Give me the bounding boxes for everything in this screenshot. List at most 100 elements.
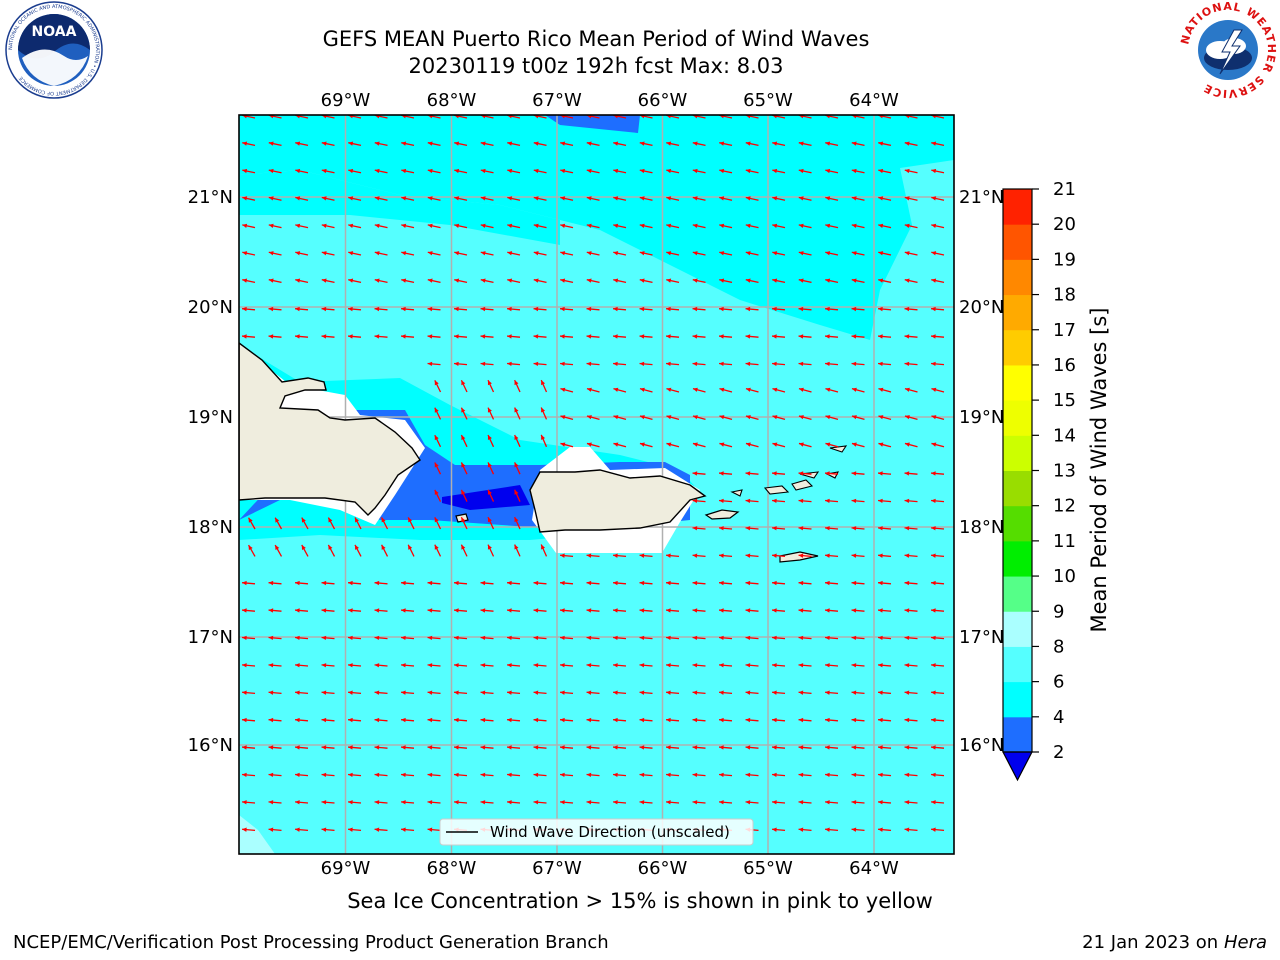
wave-direction-arrow xyxy=(295,223,309,229)
wave-direction-arrow xyxy=(666,387,680,393)
wave-direction-arrow xyxy=(294,717,309,723)
wave-direction-arrow xyxy=(771,800,786,805)
colorbar: 2 4 6 8 9 10 11 12 13 14 15 16 17 18 19 20 21 xyxy=(1002,179,1076,782)
lon-tick-label-bottom: 66°W xyxy=(638,858,688,879)
wave-direction-arrow xyxy=(454,141,468,147)
wave-direction-arrow xyxy=(904,608,918,613)
wave-direction-arrow xyxy=(877,717,892,723)
noaa-logo-text: NOAA xyxy=(32,24,77,40)
wave-direction-arrow xyxy=(825,387,839,393)
footer-machine: Hera xyxy=(1223,932,1267,953)
wave-direction-arrow xyxy=(851,278,865,284)
wave-direction-arrow xyxy=(480,168,494,174)
wave-direction-arrow xyxy=(771,663,786,668)
wave-direction-arrow xyxy=(321,251,335,256)
wave-direction-arrow xyxy=(400,800,415,805)
wave-direction-arrow xyxy=(241,690,256,695)
wave-direction-arrow xyxy=(692,745,706,750)
wave-direction-arrow xyxy=(268,772,282,778)
wave-direction-arrow xyxy=(878,278,892,284)
wave-direction-arrow xyxy=(560,223,574,229)
wave-direction-arrow xyxy=(930,526,945,531)
wave-direction-arrow xyxy=(613,141,627,147)
wave-direction-arrow xyxy=(242,196,256,201)
wave-direction-arrow xyxy=(294,690,309,695)
wave-direction-arrow xyxy=(692,717,706,723)
wave-direction-arrow xyxy=(401,141,415,147)
wave-direction-arrow xyxy=(798,772,812,778)
wave-direction-arrow xyxy=(559,361,574,367)
wave-direction-arrow xyxy=(540,379,548,393)
wave-direction-arrow xyxy=(427,608,441,613)
wave-direction-arrow xyxy=(666,278,680,284)
wave-direction-arrow xyxy=(321,663,335,668)
wave-direction-arrow xyxy=(241,334,256,339)
wave-direction-arrow xyxy=(878,387,892,393)
wave-direction-arrow xyxy=(771,690,786,695)
wave-direction-arrow xyxy=(612,800,627,805)
wave-direction-arrow xyxy=(639,141,653,147)
wave-direction-arrow xyxy=(427,251,441,256)
wave-direction-arrow xyxy=(825,196,839,201)
ocean-region-top-patch xyxy=(545,115,640,133)
wave-direction-arrow xyxy=(321,168,335,174)
wave-direction-arrow xyxy=(772,168,786,174)
wave-direction-arrow xyxy=(241,772,256,778)
lat-tick-label-right: 20°N xyxy=(959,297,1004,318)
wave-direction-arrow xyxy=(348,141,362,147)
wave-direction-arrow xyxy=(771,772,786,778)
wave-direction-arrow xyxy=(533,334,547,339)
wave-direction-arrow xyxy=(825,251,839,256)
wave-direction-arrow xyxy=(692,442,706,448)
wave-direction-arrow xyxy=(904,361,918,367)
wave-direction-arrow xyxy=(374,827,388,832)
wave-direction-arrow xyxy=(692,415,706,421)
wave-direction-arrow xyxy=(745,168,759,174)
wave-direction-arrow xyxy=(507,278,521,284)
wave-direction-arrow xyxy=(771,608,786,613)
tortola-island xyxy=(791,479,814,491)
wave-direction-arrow xyxy=(692,498,706,504)
wave-direction-arrow xyxy=(274,544,283,557)
wave-direction-arrow xyxy=(514,544,521,557)
wave-direction-arrow xyxy=(559,663,574,668)
wave-direction-arrow xyxy=(930,306,945,312)
footer-date-text: 21 Jan 2023 on xyxy=(1082,932,1224,953)
map-subtitle: 20230119 t00z 192h fcst Max: 8.03 xyxy=(408,54,784,78)
wave-direction-arrow xyxy=(877,800,892,805)
colorbar-swatch xyxy=(1003,435,1032,471)
wave-direction-arrow xyxy=(718,717,733,723)
colorbar-tick-label: 8 xyxy=(1053,636,1064,657)
wave-direction-arrow xyxy=(242,141,256,147)
wave-direction-arrow xyxy=(400,717,415,723)
wave-direction-arrow xyxy=(745,717,759,723)
wave-direction-arrow xyxy=(586,553,600,558)
wave-direction-arrow xyxy=(612,580,627,586)
wave-direction-arrow xyxy=(453,580,468,586)
wave-direction-arrow xyxy=(347,663,362,668)
st-thomas-island xyxy=(763,485,790,495)
wave-direction-arrow xyxy=(294,306,309,312)
wave-direction-arrow xyxy=(612,608,627,613)
lat-tick-label-right: 19°N xyxy=(959,407,1004,428)
wave-direction-arrow xyxy=(745,278,759,284)
wave-direction-arrow xyxy=(434,434,442,448)
wave-direction-arrow xyxy=(745,800,759,805)
wave-direction-arrow xyxy=(745,196,759,201)
wave-direction-arrow xyxy=(301,544,309,557)
colorbar-label: Mean Period of Wind Waves [s] xyxy=(1087,308,1111,633)
wave-direction-arrow xyxy=(241,717,256,723)
wave-direction-arrow xyxy=(506,772,521,778)
wave-direction-arrow xyxy=(745,415,759,421)
wave-direction-arrow xyxy=(745,526,759,531)
wave-direction-arrow xyxy=(348,278,362,284)
wave-direction-arrow xyxy=(559,635,574,641)
wave-direction-arrow xyxy=(453,690,468,695)
wave-direction-arrow xyxy=(904,717,918,723)
wave-direction-arrow xyxy=(904,580,918,586)
wave-direction-arrow xyxy=(904,471,918,476)
wave-direction-arrow xyxy=(824,553,839,558)
footer-credit: NCEP/EMC/Verification Post Processing Pr… xyxy=(13,932,609,953)
wave-direction-arrow xyxy=(824,608,839,613)
wave-direction-arrow xyxy=(613,168,627,174)
